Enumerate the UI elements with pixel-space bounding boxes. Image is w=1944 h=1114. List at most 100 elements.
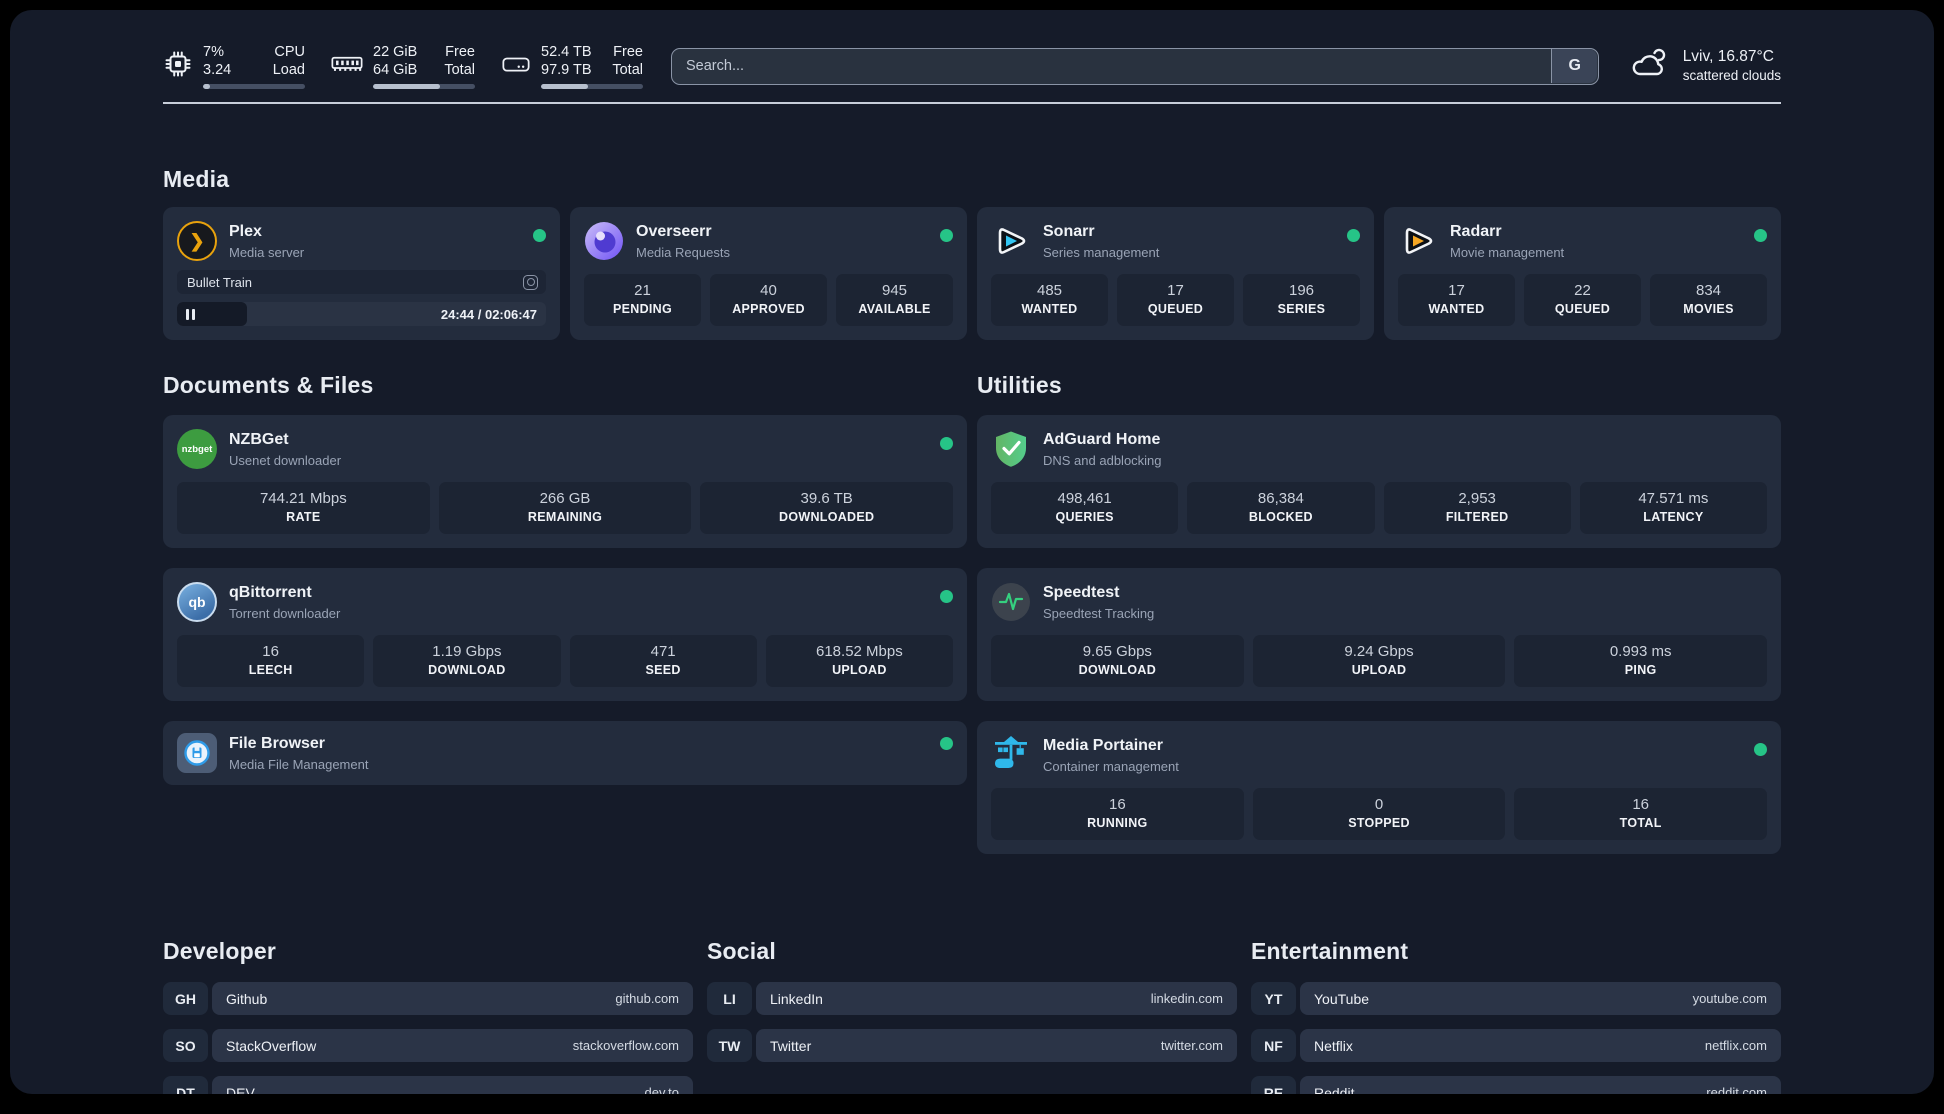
app-card-sonarr[interactable]: Sonarr Series management 485 WANTED 17 QUE… (977, 207, 1374, 340)
link-row-github[interactable]: GH Github github.com (163, 982, 693, 1015)
adguard-shield-icon (991, 429, 1031, 469)
playback-time: 24:44 / 02:06:47 (440, 306, 537, 322)
link-url: netflix.com (1704, 1038, 1767, 1053)
link-abbr: SO (163, 1029, 208, 1062)
filebrowser-floppy-icon (177, 733, 217, 773)
developer-links: Developer GH Github github.com SO StackOv… (163, 938, 693, 1094)
sonarr-play-icon (991, 221, 1031, 261)
app-name: Sonarr (1043, 222, 1095, 240)
total-label: Total (612, 62, 643, 78)
search-bar: G (671, 47, 1599, 85)
app-description: Usenet downloader (229, 452, 342, 468)
total-label: Total (444, 62, 475, 78)
social-links: Social LI LinkedIn linkedin.com TW Twitte… (707, 938, 1237, 1094)
status-dot (1754, 743, 1767, 756)
stat-tile: 945 AVAILABLE (836, 274, 953, 326)
app-name: Overseerr (636, 222, 712, 240)
stat-tile: 196 SERIES (1243, 274, 1360, 326)
cpu-label: CPU (274, 44, 305, 60)
playback-progress[interactable]: 24:44 / 02:06:47 (177, 302, 546, 326)
stat-tile: 47.571 ms LATENCY (1579, 482, 1767, 534)
stat-tile: 1.19 Gbps DOWNLOAD (373, 635, 561, 687)
app-description: Movie management (1450, 244, 1565, 260)
portainer-crane-icon (991, 735, 1031, 775)
storage-widget: 52.4 TB Free 97.9 TB Total (501, 43, 643, 89)
status-dot (940, 437, 953, 450)
radarr-play-icon (1398, 221, 1438, 261)
link-url: stackoverflow.com (572, 1038, 679, 1053)
weather-widget: Lviv, 16.87°C scattered clouds (1629, 47, 1781, 85)
app-card-filebrowser[interactable]: File Browser Media File Management (163, 721, 967, 785)
app-description: Media Requests (636, 244, 730, 260)
link-abbr: LI (707, 982, 752, 1015)
header-divider (163, 102, 1781, 104)
link-row-reddit[interactable]: RE Reddit reddit.com (1251, 1076, 1781, 1094)
app-card-overseerr[interactable]: Overseerr Media Requests 21 PENDING 40 APP… (570, 207, 967, 340)
link-row-stackoverflow[interactable]: SO StackOverflow stackoverflow.com (163, 1029, 693, 1062)
app-card-plex[interactable]: ❯ Plex Media server Bullet Train 24:44 / (163, 207, 560, 340)
link-row-netflix[interactable]: NF Netflix netflix.com (1251, 1029, 1781, 1062)
load-label: Load (272, 62, 305, 78)
documents-column: Documents & Files nzbget NZBGet Usenet d… (163, 372, 967, 874)
stat-tile: 498,461 QUERIES (991, 482, 1179, 534)
links-section: Developer GH Github github.com SO StackOv… (163, 938, 1781, 1094)
link-row-dev[interactable]: DT DEV dev.to (163, 1076, 693, 1094)
section-title-documents: Documents & Files (163, 372, 374, 398)
link-name: StackOverflow (226, 1037, 317, 1054)
app-description: Media server (229, 244, 305, 260)
app-card-qbittorrent[interactable]: qb qBittorrent Torrent downloader 16 LEEC… (163, 568, 967, 701)
status-dot (940, 737, 953, 750)
free-label: Free (613, 44, 643, 60)
link-name: YouTube (1314, 990, 1370, 1007)
app-name: Plex (229, 222, 262, 240)
link-url: github.com (615, 991, 679, 1006)
app-description: Torrent downloader (229, 605, 341, 621)
app-name: Speedtest (1043, 583, 1120, 601)
memory-widget: 22 GiB Free 64 GiB Total (331, 43, 475, 89)
app-card-nzbget[interactable]: nzbget NZBGet Usenet downloader 744.21 M… (163, 415, 967, 548)
search-input[interactable] (671, 47, 1599, 85)
now-playing-row: Bullet Train (177, 270, 546, 294)
stat-tile: 9.24 Gbps UPLOAD (1252, 635, 1506, 687)
section-title-utilities: Utilities (977, 372, 1062, 398)
link-url: dev.to (644, 1085, 679, 1094)
stat-tile: 21 PENDING (584, 274, 701, 326)
weather-condition: scattered clouds (1682, 68, 1781, 83)
link-row-linkedin[interactable]: LI LinkedIn linkedin.com (707, 982, 1237, 1015)
stat-tile: 40 APPROVED (710, 274, 827, 326)
search-engine-button[interactable]: G (1551, 49, 1598, 83)
nzbget-circle-icon: nzbget (177, 429, 217, 469)
link-name: Github (226, 990, 268, 1007)
section-title-media: Media (163, 166, 230, 192)
stat-tile: 0 STOPPED (1252, 788, 1506, 840)
stat-tile: 16 LEECH (177, 635, 365, 687)
scattered-clouds-icon (1629, 48, 1671, 85)
app-description: Series management (1043, 244, 1160, 260)
app-name: qBittorrent (229, 583, 312, 601)
memory-total: 64 GiB (373, 62, 418, 78)
cpu-load: 3.24 (203, 62, 232, 78)
utilities-column: Utilities AdGuard Home (977, 372, 1781, 874)
entertainment-links: Entertainment YT YouTube youtube.com NF N… (1251, 938, 1781, 1094)
app-card-speedtest[interactable]: Speedtest Speedtest Tracking 9.65 Gbps DO… (977, 568, 1781, 701)
free-label: Free (445, 44, 475, 60)
stat-tile: 2,953 FILTERED (1383, 482, 1571, 534)
link-row-twitter[interactable]: TW Twitter twitter.com (707, 1029, 1237, 1062)
pause-icon[interactable] (186, 308, 195, 320)
stat-tile: 22 QUEUED (1524, 274, 1641, 326)
top-bar: 7% CPU 3.24 Load 22 GiB Free (163, 10, 1781, 94)
link-name: LinkedIn (770, 990, 823, 1007)
app-card-radarr[interactable]: Radarr Movie management 17 WANTED 22 QUEUE… (1384, 207, 1781, 340)
app-description: Speedtest Tracking (1043, 605, 1155, 621)
link-row-youtube[interactable]: YT YouTube youtube.com (1251, 982, 1781, 1015)
stat-tile: 9.65 Gbps DOWNLOAD (991, 635, 1244, 687)
stat-tile: 16 RUNNING (991, 788, 1244, 840)
link-name: Twitter (770, 1037, 812, 1054)
app-card-adguard[interactable]: AdGuard Home DNS and adblocking 498,461 Q… (977, 415, 1781, 548)
stat-tile: 0.993 ms PING (1514, 635, 1768, 687)
stat-tile: 744.21 Mbps RATE (177, 482, 430, 534)
qbittorrent-circle-icon: qb (177, 582, 217, 622)
app-card-portainer[interactable]: Media Portainer Container management 16 R… (977, 721, 1781, 854)
camera-icon[interactable] (523, 274, 538, 290)
app-description: Container management (1043, 758, 1179, 774)
